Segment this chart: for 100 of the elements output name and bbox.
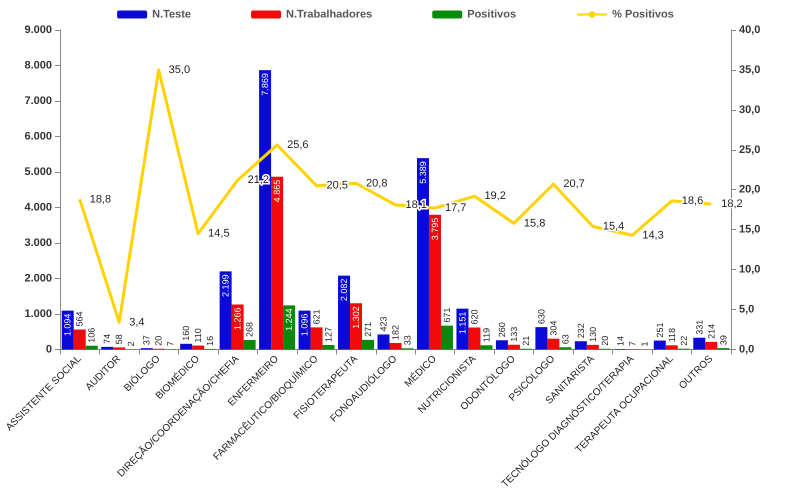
legend-label: % Positivos [612,8,674,20]
bar [574,341,587,350]
data-label: 15,4 [602,220,624,232]
data-label: 4.865 [272,180,282,202]
data-label: 1.244 [284,308,294,331]
data-label: 1 [639,341,650,346]
y2-tick-label: 40,0 [739,24,760,36]
bar [322,344,335,350]
bar [220,271,232,350]
data-label: 35,0 [168,64,190,76]
data-label: 20 [600,336,610,346]
bar [468,327,480,350]
y-tick-label: 9.000 [24,24,52,36]
data-label: 620 [469,309,480,324]
data-label: 160 [181,326,192,341]
bar [338,276,350,350]
data-label: 621 [312,309,322,324]
data-label: 5.389 [418,161,428,184]
bar [271,176,284,350]
data-label: 33 [402,335,412,346]
y2-tick-label: 0,0 [739,343,754,356]
data-label: 7.869 [260,73,270,96]
y2-tick-label: 20,0 [739,184,760,196]
bar [535,327,548,350]
bar [666,345,678,350]
bar [362,340,374,350]
bar [480,345,492,350]
bar [508,344,520,350]
data-label: 15,8 [524,217,546,230]
data-label: 3,4 [129,316,145,328]
bar [586,344,599,350]
data-label: 2.199 [220,274,231,297]
bar [693,338,706,350]
data-label: 74 [102,334,112,344]
data-label: 1.094 [62,314,73,336]
data-label: 1.151 [457,312,468,334]
data-label: 63 [560,334,570,344]
data-label: 423 [378,316,388,332]
data-label: 37 [142,335,152,346]
y2-tick-label: 30,0 [739,104,760,116]
data-label: 110 [193,328,204,343]
bar [310,327,323,350]
data-label: 25,6 [287,139,309,152]
data-label: 2 [126,341,136,346]
data-label: 21 [520,336,531,346]
data-label: 106 [86,328,97,343]
bar [74,329,86,350]
y2-tick-label: 25,0 [739,144,760,156]
data-label: 119 [481,328,492,342]
data-label: 1.266 [232,308,243,330]
bar [496,340,508,350]
data-label: 127 [324,326,334,342]
data-label: 14,5 [208,228,230,240]
data-label: 1.096 [300,314,310,336]
y-tick-label: 0 [46,343,52,356]
data-label: 133 [508,326,519,342]
data-label: 39 [718,335,728,346]
data-label: 630 [536,309,546,324]
y2-tick-label: 15,0 [739,224,760,236]
bar [192,346,204,350]
bar [547,338,560,350]
bar [440,326,453,350]
data-label: 17,7 [444,202,466,214]
y-tick-label: 7.000 [24,94,52,107]
y2-tick-label: 10,0 [739,264,760,276]
data-label: 268 [244,322,255,337]
data-label: 564 [74,311,85,326]
data-label: 22 [678,336,689,346]
bar [244,340,256,350]
y2-tick-label: 5,0 [739,304,754,316]
legend-label: N.Teste [152,8,192,20]
data-label: 271 [363,322,374,337]
data-label: 7 [166,341,176,346]
data-label: 7 [627,341,638,346]
y2-tick-label: 35,0 [739,64,760,76]
data-label: 3.795 [430,218,440,240]
data-label: 14 [615,336,626,346]
bar [654,340,666,350]
data-label: 20,8 [366,177,388,190]
data-label: 130 [588,326,598,342]
y-tick-label: 3.000 [24,236,52,249]
data-label: 2.082 [339,278,350,302]
data-label: 214 [706,324,716,339]
bar [428,214,441,350]
data-label: 14,3 [642,229,664,242]
data-label: 260 [496,322,507,338]
y-tick-label: 4.000 [24,201,52,214]
legend-label: N.Trabalhadores [286,8,372,20]
data-label: 19,2 [484,190,506,202]
data-label: 232 [576,323,586,338]
data-label: 304 [548,320,558,336]
y-tick-label: 6.000 [24,130,52,142]
data-label: 118 [666,328,677,342]
data-label: 18,6 [682,194,704,207]
data-label: 18,8 [90,193,112,206]
y-tick-label: 5.000 [24,166,52,178]
bar [390,343,402,350]
bar [101,346,114,350]
bar [705,342,718,350]
data-label: 20,7 [563,178,585,190]
